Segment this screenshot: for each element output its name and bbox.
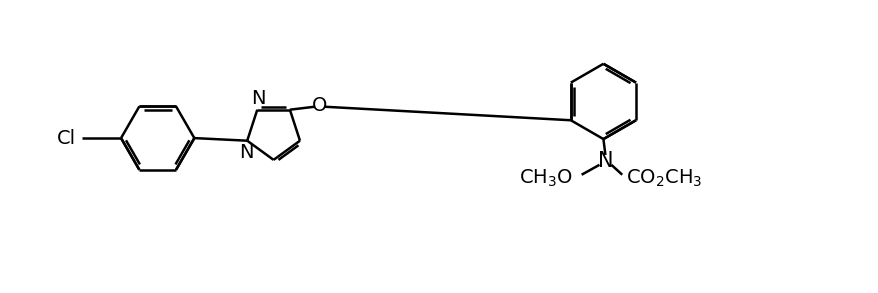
Text: O: O xyxy=(312,96,327,115)
Text: CO$_2$CH$_3$: CO$_2$CH$_3$ xyxy=(625,168,702,189)
Text: CH$_3$O: CH$_3$O xyxy=(518,168,572,189)
Text: N: N xyxy=(251,89,265,108)
Text: N: N xyxy=(597,151,613,171)
Text: N: N xyxy=(239,143,253,162)
Text: Cl: Cl xyxy=(57,129,76,148)
